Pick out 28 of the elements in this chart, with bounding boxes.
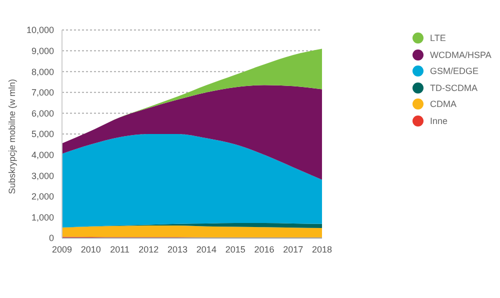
y-tick-label: 9,000	[31, 46, 54, 56]
y-tick-label: 5,000	[31, 129, 54, 140]
legend-label: WCDMA/HSPA	[430, 50, 492, 60]
x-tick-label: 2016	[254, 244, 274, 254]
legend-label: TD-SCDMA	[430, 82, 478, 93]
x-tick-label: 2018	[312, 244, 332, 254]
x-tick-label: 2010	[80, 244, 101, 254]
legend-label: GSM/EDGE	[430, 66, 479, 76]
y-tick-label: 6,000	[31, 108, 54, 118]
x-tick-label: 2014	[196, 244, 216, 254]
y-tick-label: 3,000	[31, 170, 54, 181]
x-tick-label: 2011	[110, 244, 130, 254]
legend-label: Inne	[430, 116, 448, 126]
x-tick-label: 2013	[168, 244, 188, 254]
y-tick-label: 2,000	[31, 192, 54, 202]
x-tick-label: 2017	[283, 244, 304, 254]
y-tick-label: 0	[48, 233, 54, 244]
y-tick-label: 10,000	[26, 25, 54, 36]
y-tick-label: 1,000	[31, 212, 54, 222]
y-tick-label: 4,000	[31, 150, 54, 160]
x-tick-label: 2009	[52, 244, 72, 254]
x-tick-label: 2015	[225, 244, 246, 254]
x-tick-label: 2012	[138, 244, 159, 254]
y-axis-title: Subskrypcje mobilne (w mln)	[7, 78, 18, 194]
legend-label: CDMA	[430, 99, 456, 110]
y-tick-label: 8,000	[31, 66, 54, 77]
y-tick-label: 7,000	[31, 88, 54, 98]
legend-label: LTE	[430, 33, 446, 44]
